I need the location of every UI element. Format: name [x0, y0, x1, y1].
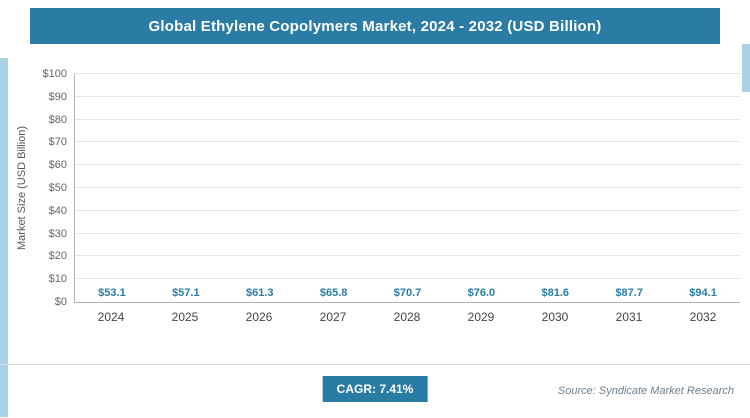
x-axis-label: 2032	[689, 310, 717, 324]
y-tick-label: $10	[48, 273, 67, 286]
bar-value-label: $65.8	[319, 287, 348, 299]
y-tick-label: $30	[48, 227, 67, 240]
y-tick-label: $100	[42, 68, 67, 80]
y-tick-label: $90	[48, 90, 67, 103]
bar-group: $81.6	[518, 287, 592, 302]
gridline	[75, 141, 740, 143]
bar-group: $70.7	[371, 287, 445, 302]
x-axis-labels: 2024 2025 2026 2027 2028 2029 2030 2031 2032	[74, 303, 740, 324]
y-tick-label: $20	[48, 250, 67, 263]
x-axis-label: 2027	[319, 310, 347, 324]
gridline	[75, 278, 740, 280]
bar-group: $53.1	[75, 287, 149, 302]
gridline	[75, 187, 740, 188]
bar-value-label: $61.3	[245, 287, 274, 299]
bar-value-label: $81.6	[541, 287, 570, 299]
gridline	[75, 164, 740, 166]
x-axis-label: 2030	[541, 310, 569, 324]
x-axis-label: 2026	[245, 310, 273, 324]
source-attribution: Source: Syndicate Market Research	[557, 385, 734, 397]
y-tick-label: $80	[48, 113, 67, 126]
gridline	[75, 232, 740, 234]
bar-group: $87.7	[592, 287, 666, 302]
bar-group: $76.0	[444, 287, 518, 302]
y-tick-label: $40	[48, 204, 67, 217]
y-axis-ticks: $0 $10 $20 $30 $40 $50 $60 $70 $80 $90 $100	[30, 68, 74, 308]
chart-title-banner: Global Ethylene Copolymers Market, 2024 …	[30, 8, 720, 44]
bar-group: $57.1	[149, 287, 223, 302]
y-tick-label: $60	[48, 159, 67, 172]
bar-value-label: $76.0	[467, 287, 496, 299]
chart-footer: CAGR: 7.41% Source: Syndicate Market Res…	[0, 364, 750, 418]
x-axis-label: 2025	[171, 310, 199, 324]
gridline	[75, 209, 740, 211]
gridline	[75, 73, 740, 74]
bar-value-label: $53.1	[98, 287, 126, 299]
right-accent-bar	[742, 44, 750, 92]
bar-value-label: $57.1	[172, 287, 200, 299]
left-accent-bar	[0, 58, 8, 417]
chart-title: Global Ethylene Copolymers Market, 2024 …	[148, 17, 602, 35]
bar-value-label: $70.7	[393, 287, 422, 299]
x-axis-label: 2031	[615, 310, 643, 324]
x-axis-label: 2024	[97, 310, 125, 324]
bar-value-label: $94.1	[689, 287, 717, 299]
y-axis-title: Market Size (USD Billion)	[16, 125, 28, 251]
y-tick-label: $70	[48, 136, 67, 149]
bar-group: $65.8	[297, 287, 371, 302]
x-axis-label: 2029	[467, 310, 495, 324]
bar-value-label: $87.7	[615, 287, 643, 299]
bar-group: $94.1	[666, 287, 740, 302]
x-axis-label: 2028	[393, 310, 421, 324]
cagr-badge: CAGR: 7.41%	[322, 376, 428, 402]
y-tick-label: $0	[54, 296, 67, 308]
gridline	[75, 255, 740, 257]
plot-area: $53.1 $57.1 $61.3 $65.8 $70.7 $76.0 $81.6 $87.7…	[74, 73, 740, 303]
bar-chart: Market Size (USD Billion) $0 $10 $20 $30 $40…	[14, 68, 740, 324]
y-tick-label: $50	[48, 182, 67, 194]
gridline	[75, 118, 740, 120]
gridline	[75, 95, 740, 97]
bars-row: $53.1 $57.1 $61.3 $65.8 $70.7 $76.0 $81.6 $87.7…	[75, 74, 740, 302]
bar-group: $61.3	[223, 287, 297, 302]
